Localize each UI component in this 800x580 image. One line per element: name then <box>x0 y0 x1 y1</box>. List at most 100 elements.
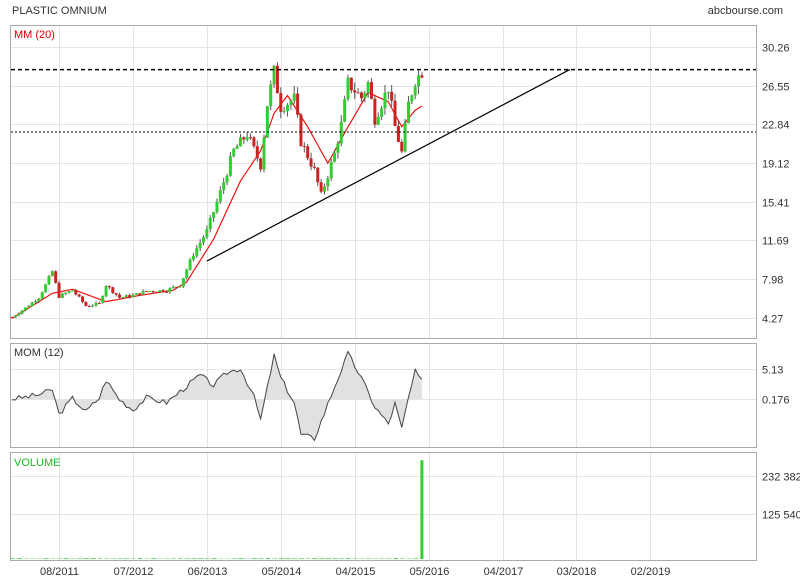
candle-body <box>198 242 202 249</box>
candle-body <box>141 291 145 295</box>
volume-title: VOLUME <box>14 457 60 469</box>
candle-body <box>420 75 424 78</box>
volume-bar <box>312 558 318 559</box>
candle-body <box>370 82 374 99</box>
candle-body <box>289 100 293 105</box>
candle-body <box>13 315 17 318</box>
candle-body <box>346 77 350 100</box>
candle-body <box>81 296 85 302</box>
candle-body <box>185 269 189 279</box>
candle-body <box>154 291 158 293</box>
price-tick-label: 11.69 <box>762 236 789 248</box>
candle-body <box>212 212 216 218</box>
chart-title: PLASTIC OMNIUM <box>12 5 107 17</box>
volume-bar <box>184 558 190 559</box>
candle-body <box>91 305 95 307</box>
candle-body <box>222 182 226 191</box>
candle-body <box>20 310 24 314</box>
candle-body <box>252 137 256 147</box>
volume-bar <box>83 558 89 559</box>
candle-body <box>171 286 175 289</box>
candle-body <box>148 291 152 293</box>
candle-body <box>47 276 51 285</box>
candle-body <box>70 290 74 292</box>
candle-body <box>417 75 421 87</box>
trendline <box>206 69 571 262</box>
volume-bar <box>265 558 271 559</box>
volume-bar <box>346 558 351 559</box>
candle-body <box>302 145 306 147</box>
candle-body <box>319 182 323 192</box>
candle-body <box>114 292 118 295</box>
x-tick-label: 06/2013 <box>188 566 228 578</box>
moving-average-layer <box>11 91 423 319</box>
volume-bar <box>413 558 419 559</box>
candle-body <box>101 295 105 304</box>
volume-bar <box>171 558 177 559</box>
candle-body <box>242 137 246 140</box>
candle-body <box>349 77 353 91</box>
volume-bar <box>366 558 372 559</box>
candle-body <box>27 306 31 308</box>
candle-body <box>57 282 61 298</box>
candle-body <box>178 286 182 288</box>
candle-body <box>10 317 14 319</box>
overlay-layer <box>11 68 756 262</box>
x-tick-label: 04/2017 <box>484 566 524 578</box>
candle-body <box>168 288 172 292</box>
volume-bar <box>278 558 284 559</box>
candle-body <box>373 98 377 125</box>
momentum-title: MOM (12) <box>14 347 64 359</box>
candle-body <box>249 137 253 139</box>
source-label: abcbourse.com <box>708 5 783 17</box>
volume-bar <box>319 558 325 559</box>
candle-body <box>228 156 232 176</box>
volume-bar <box>110 558 116 559</box>
candle-body <box>322 186 326 192</box>
moving-average-line <box>11 91 423 319</box>
candle-body <box>343 99 347 122</box>
candle-body <box>191 255 195 260</box>
candle-body <box>393 100 397 126</box>
candle-body <box>245 137 249 140</box>
candle-body <box>225 175 229 183</box>
candle-body <box>202 237 206 243</box>
candle-body <box>403 123 407 152</box>
candle-body <box>262 137 266 170</box>
candle-body <box>44 284 48 293</box>
price-tick-label: 26.55 <box>762 82 790 94</box>
candle-body <box>77 294 81 297</box>
volume-tick-label: 125 540 <box>762 510 800 522</box>
candle-body <box>265 106 269 138</box>
candle-body <box>406 101 410 124</box>
price-tick-label: 22.84 <box>762 120 790 132</box>
candle-body <box>205 229 209 238</box>
candle-body <box>255 146 259 159</box>
candle-body <box>208 217 212 230</box>
price-tick-label: 4.27 <box>762 314 783 326</box>
volume-bar <box>393 558 399 559</box>
price-tick-label: 15.41 <box>762 198 790 210</box>
volume-spike-bar <box>420 460 424 559</box>
candle-body <box>339 121 343 144</box>
x-axis-labels: 08/2011 07/2012 06/2013 05/2014 04/2015 05/20… <box>40 566 670 578</box>
x-tick-label: 05/2014 <box>262 566 302 578</box>
candle-body <box>124 295 128 298</box>
candle-body <box>363 92 367 99</box>
volume-bar <box>386 558 392 559</box>
volume-bar <box>251 558 257 559</box>
volume-panel-frame <box>10 452 757 561</box>
candle-body <box>54 271 58 283</box>
candle-body <box>376 116 380 125</box>
candle-body <box>165 291 169 293</box>
candle-body <box>94 302 98 306</box>
candle-body <box>64 292 68 294</box>
candle-body <box>118 294 122 298</box>
candle-body <box>67 291 71 293</box>
candle-body <box>386 91 390 93</box>
volume-bar <box>97 558 103 559</box>
volume-bar <box>298 558 304 559</box>
candle-body <box>269 84 273 107</box>
candle-body <box>235 146 239 149</box>
